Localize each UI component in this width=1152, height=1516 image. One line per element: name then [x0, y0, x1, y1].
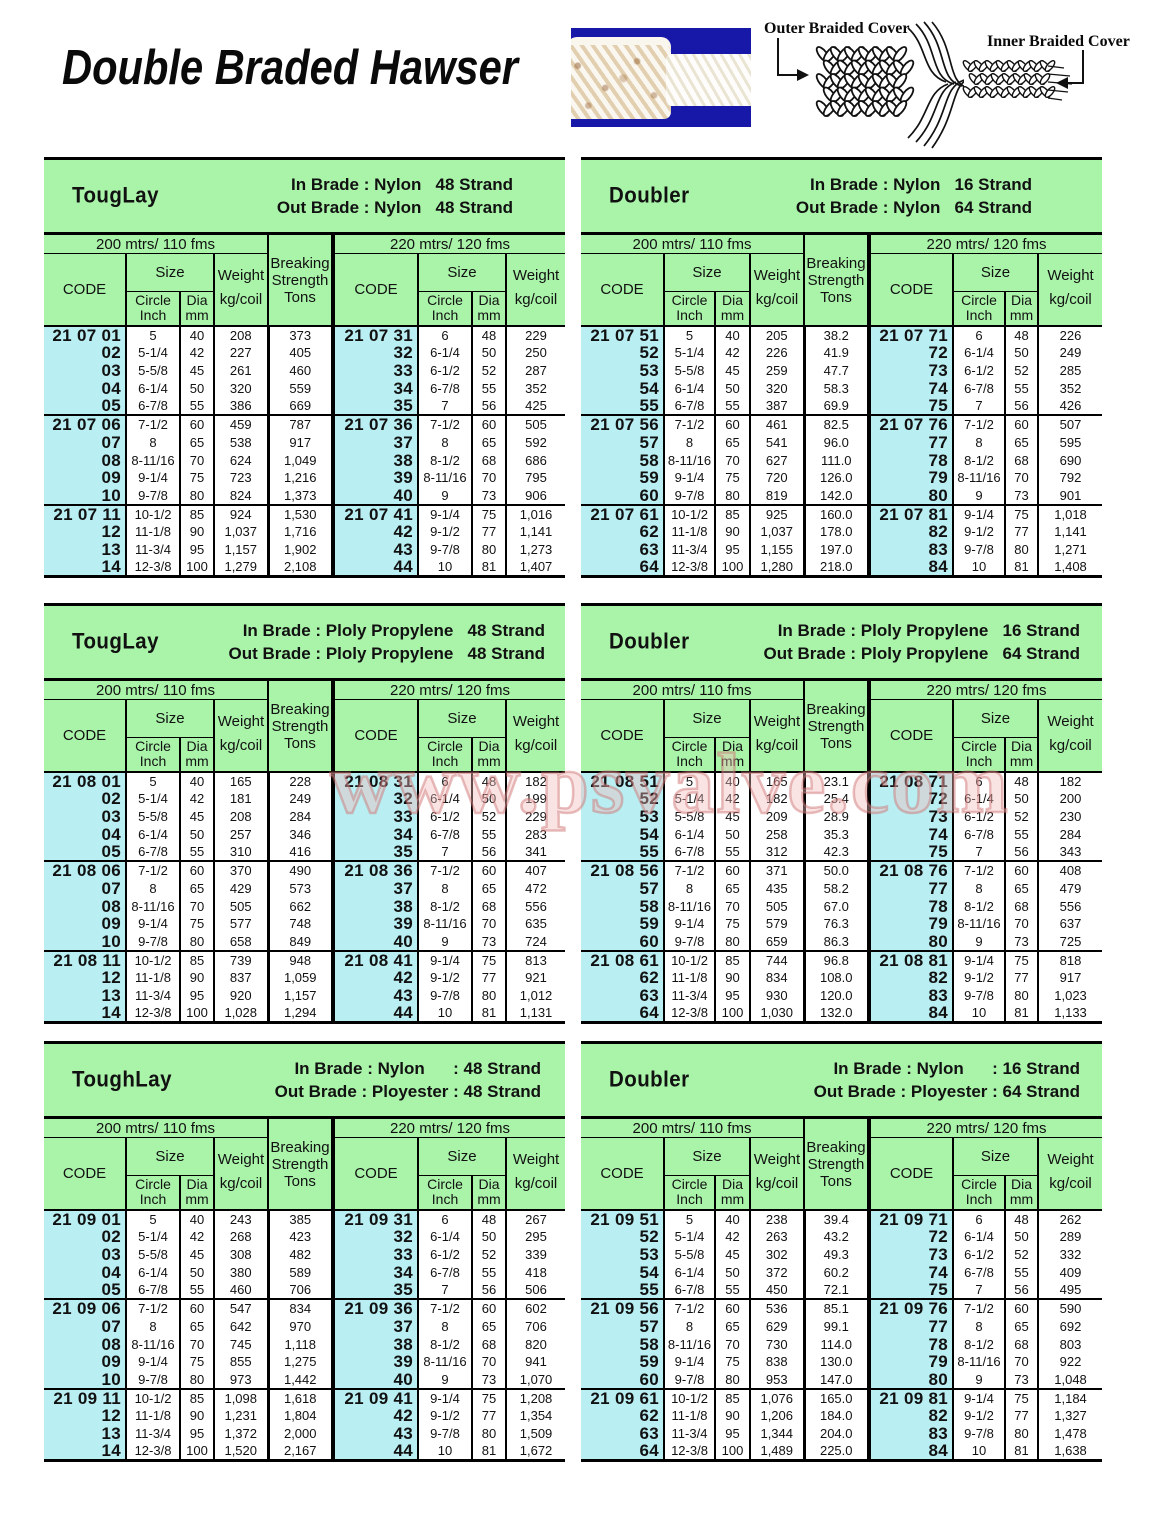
svg-text:Inner Braided Cover: Inner Braided Cover [987, 33, 1130, 50]
svg-text:Outer Braided Cover: Outer Braided Cover [764, 20, 909, 37]
